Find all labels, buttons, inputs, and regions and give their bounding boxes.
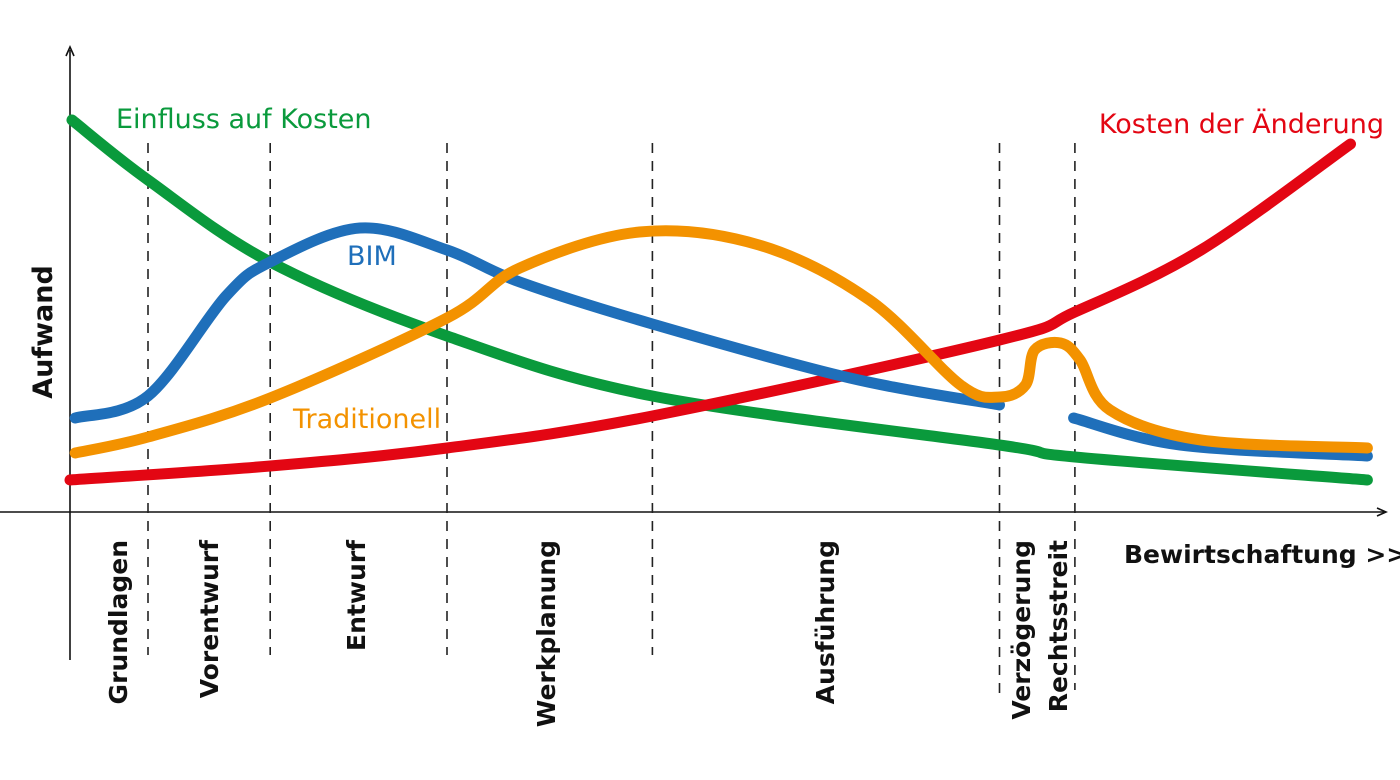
curves bbox=[64, 114, 1373, 486]
phase-label-werkplanung: Werkplanung bbox=[532, 540, 561, 727]
y-axis-label: Aufwand bbox=[28, 265, 59, 399]
phase-label-entwurf: Entwurf bbox=[342, 539, 371, 651]
series-line-bim bbox=[69, 222, 1005, 424]
x-axis-arrow bbox=[1376, 507, 1388, 517]
series-label-einfluss: Einfluss auf Kosten bbox=[116, 104, 372, 135]
phase-label-rechtsstreit: Rechtsstreit bbox=[1044, 540, 1073, 712]
phase-label-ausfuehrung: Ausführung bbox=[811, 540, 840, 704]
y-axis-arrow bbox=[65, 45, 75, 57]
series-line-einfluss-auf-kosten bbox=[66, 114, 1373, 486]
series-line-traditionell bbox=[69, 225, 1373, 459]
series-label-bim: BIM bbox=[347, 241, 397, 272]
series-line-kosten-der-nderung bbox=[64, 138, 1356, 486]
series-label-kosten-aenderung: Kosten der Änderung bbox=[1099, 108, 1384, 140]
series-line-bim bbox=[1068, 412, 1373, 462]
phase-label-vorentwurf: Vorentwurf bbox=[195, 539, 224, 698]
phase-label-grundlagen: Grundlagen bbox=[104, 540, 133, 704]
phase-label-verzoegerung: Verzögerung bbox=[1007, 540, 1036, 720]
series-label-traditionell: Traditionell bbox=[292, 404, 441, 435]
x-axis-label: Bewirtschaftung >> bbox=[1124, 540, 1400, 569]
